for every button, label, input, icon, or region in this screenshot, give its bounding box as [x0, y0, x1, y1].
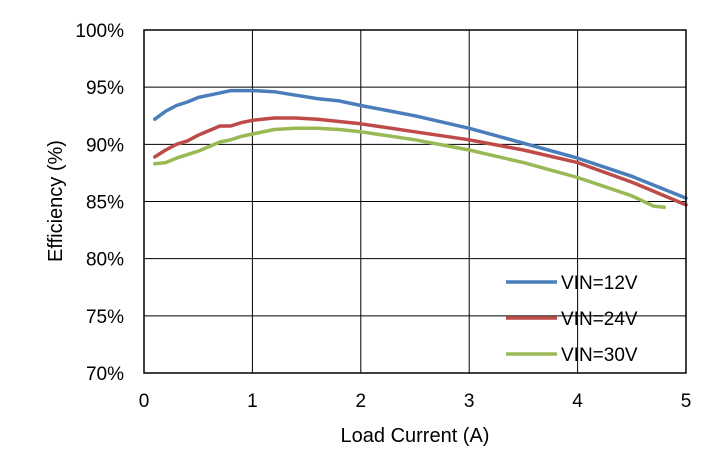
- legend: VIN=12V VIN=24V VIN=30V: [506, 273, 638, 366]
- x-tick-label: 4: [572, 391, 583, 412]
- y-tick-label: 100%: [75, 21, 124, 42]
- x-tick-label: 2: [356, 391, 367, 412]
- y-tick-label: 95%: [86, 78, 124, 99]
- legend-label: VIN=24V: [561, 309, 638, 330]
- x-tick-label: 3: [464, 391, 475, 412]
- y-axis-title: Efficiency (%): [45, 140, 67, 262]
- series-line-vin-30v: [153, 126, 667, 209]
- y-tick-label: 70%: [86, 364, 124, 385]
- series-line-vin-24v: [153, 116, 688, 207]
- series-line-vin-12v: [153, 88, 688, 200]
- x-tick-label: 5: [681, 391, 692, 412]
- y-tick-label: 75%: [86, 307, 124, 328]
- tick-labels: 0 1 2 3 4 5 70% 75% 80% 85% 90% 95% 100%: [75, 21, 691, 412]
- x-tick-label: 1: [247, 391, 258, 412]
- plot-area-frame: [143, 29, 687, 374]
- y-tick-label: 85%: [86, 193, 124, 214]
- grid-lines: [144, 30, 686, 373]
- y-tick-label: 80%: [86, 250, 124, 271]
- y-tick-label: 90%: [86, 135, 124, 156]
- legend-label: VIN=12V: [561, 273, 638, 294]
- x-axis-title: Load Current (A): [341, 425, 490, 447]
- x-tick-label: 0: [139, 391, 150, 412]
- series-lines: [153, 88, 688, 209]
- legend-label: VIN=30V: [561, 345, 638, 366]
